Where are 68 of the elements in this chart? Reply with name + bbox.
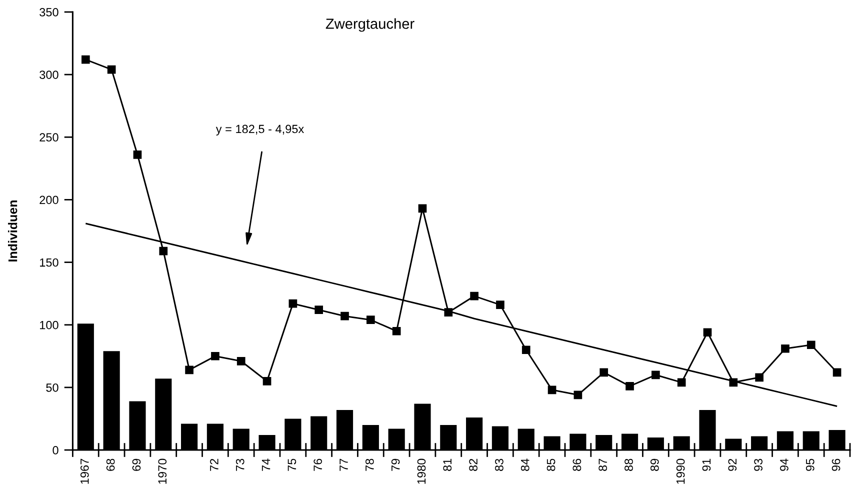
x-tick-label: 86 (572, 458, 582, 471)
point (496, 300, 504, 309)
y-tick-label: 0 (52, 446, 58, 454)
x-tick-label: 1990 (676, 458, 685, 484)
x-tick-label: 69 (132, 458, 141, 471)
y-tick-label: 250 (40, 133, 58, 142)
x-tick-label: 81 (443, 458, 452, 471)
x-tick-label: 75 (288, 458, 296, 471)
x-tick-label: 1967 (80, 458, 89, 484)
point (703, 328, 712, 337)
point (366, 316, 375, 324)
x-tick-label: 84 (520, 458, 530, 471)
chart-title: Zwergtaucher (326, 18, 414, 32)
x-tick-label: 76 (314, 458, 322, 471)
x-tick-label: 73 (236, 458, 244, 471)
y-tick-label: 300 (40, 70, 58, 79)
y-axis-title: Individuen (8, 200, 18, 262)
x-tick-label: 1970 (158, 458, 167, 484)
point (107, 65, 116, 74)
point (652, 370, 660, 380)
x-tick-label: 91 (702, 458, 711, 471)
point (806, 340, 816, 350)
point (133, 150, 142, 159)
y-tick-label: 350 (40, 8, 58, 16)
x-tick-label: 74 (262, 458, 270, 471)
point (832, 368, 842, 377)
x-tick-label: 85 (546, 458, 556, 471)
annotation: y = 182,5 - 4,95x (216, 124, 304, 136)
point (781, 344, 790, 353)
point (548, 386, 556, 394)
x-tick-label: 87 (598, 458, 608, 471)
x-tick-label: 82 (469, 458, 478, 471)
x-tick-label: 92 (728, 458, 737, 471)
point (159, 246, 168, 256)
y-tick-label: 200 (40, 196, 58, 204)
point (288, 299, 298, 308)
point (600, 368, 608, 377)
point (755, 373, 764, 382)
x-tick-label: 95 (806, 458, 814, 471)
x-tick-label: 96 (832, 458, 840, 471)
point (314, 306, 324, 314)
point (185, 366, 194, 374)
point (211, 352, 220, 360)
x-tick-label: 88 (624, 458, 633, 471)
point (470, 292, 478, 300)
point (418, 204, 427, 213)
x-tick-label: 79 (391, 458, 400, 471)
x-tick-label: 77 (340, 458, 348, 471)
x-tick-label: 83 (495, 458, 504, 471)
point (81, 55, 90, 64)
point (340, 312, 349, 320)
x-tick-label: 93 (754, 458, 762, 471)
y-tick-label: 50 (46, 383, 58, 392)
x-tick-label: 94 (780, 458, 788, 471)
x-tick-label: 72 (210, 458, 218, 471)
x-tick-label: 1980 (417, 458, 426, 484)
point (574, 390, 582, 400)
point (626, 382, 634, 390)
y-tick-label: 150 (40, 258, 58, 267)
x-tick-label: 89 (650, 458, 659, 471)
point (236, 356, 246, 366)
y-tick-label: 100 (40, 320, 58, 330)
point (392, 326, 401, 336)
point (522, 346, 530, 354)
x-tick-label: 68 (106, 458, 115, 471)
point (677, 378, 686, 387)
point (262, 377, 272, 386)
x-tick-label: 78 (365, 458, 374, 471)
